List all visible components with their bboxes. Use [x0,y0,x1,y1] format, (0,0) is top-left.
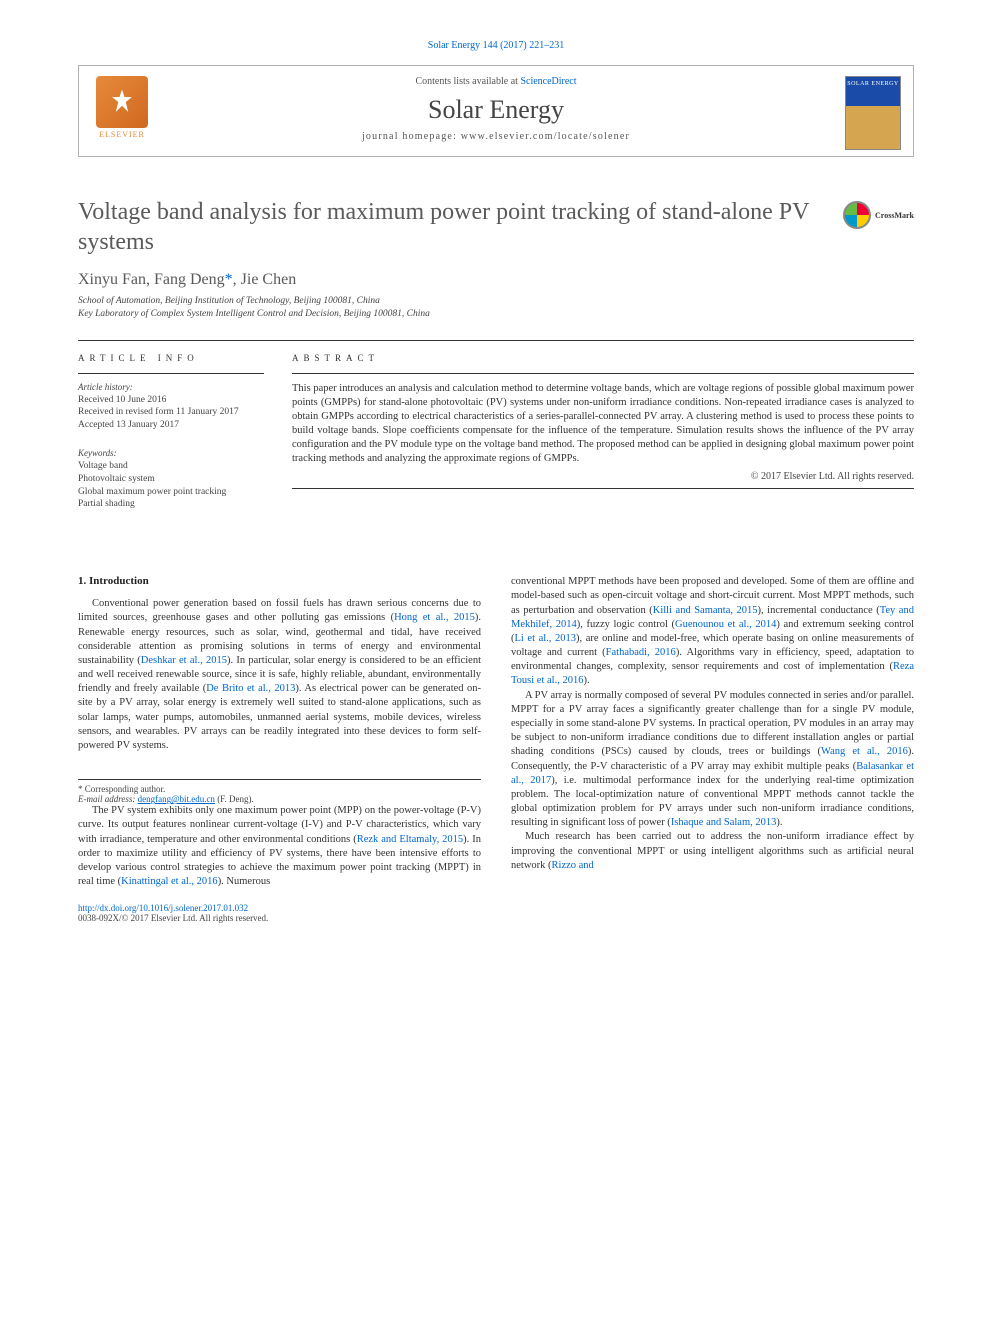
citation-link[interactable]: Deshkar et al., 2015 [141,655,227,666]
elsevier-label: ELSEVIER [99,130,145,139]
citation-link[interactable]: Kinattingal et al., 2016 [121,876,218,887]
citation-link[interactable]: Killi and Samanta, 2015 [653,605,758,616]
body-text: ), fuzzy logic control ( [577,619,675,630]
rule-info [78,373,264,374]
email-label: E-mail address: [78,794,135,804]
journal-cover-thumb[interactable]: SOLAR ENERGY [845,76,901,150]
cover-title: SOLAR ENERGY [847,81,899,87]
elsevier-logo[interactable]: ELSEVIER [91,76,153,146]
publisher-block: ELSEVIER SOLAR ENERGY Contents lists ava… [78,65,914,157]
sciencedirect-link[interactable]: ScienceDirect [520,76,576,87]
keyword-2: Photovoltaic system [78,473,264,486]
citation-link[interactable]: Fathabadi, 2016 [606,647,676,658]
section-heading-intro: 1. Introduction [78,575,481,587]
citation-link[interactable]: Rezk and Eltamaly, 2015 [357,834,463,845]
citation-link[interactable]: Wang et al., 2016 [821,746,908,757]
article-info-column: ARTICLE INFO Article history: Received 1… [78,353,264,528]
keyword-4: Partial shading [78,498,264,511]
authors-part1: Xinyu Fan, Fang Deng [78,271,225,288]
para-2: conventional MPPT methods have been prop… [511,575,914,688]
citation-link[interactable]: Rizzo and [552,860,594,871]
para: Much research has been carried out to ad… [511,830,914,873]
citation-link[interactable]: De Brito et al., 2013 [206,683,295,694]
meta-row: ARTICLE INFO Article history: Received 1… [78,341,914,542]
body-columns: 1. Introduction Conventional power gener… [78,575,914,889]
para-1: Conventional power generation based on f… [78,597,481,753]
crossmark-badge[interactable]: CrossMark [843,201,914,229]
article-info-heading: ARTICLE INFO [78,353,264,363]
journal-homepage: journal homepage: www.elsevier.com/locat… [95,131,897,142]
para: The PV system exhibits only one maximum … [78,804,481,889]
history-3: Accepted 13 January 2017 [78,419,264,432]
citation-link[interactable]: Guenounou et al., 2014 [675,619,776,630]
affiliations: School of Automation, Beijing Institutio… [78,295,914,322]
body-text: ). Numerous [218,876,271,887]
rule-abstract-bottom [292,488,914,489]
abstract-text: This paper introduces an analysis and ca… [292,382,914,467]
history-2: Received in revised form 11 January 2017 [78,406,264,419]
history-label: Article history: [78,382,264,392]
corr-label: * Corresponding author. [78,784,481,794]
elsevier-tree-icon [96,76,148,128]
authors-line: Xinyu Fan, Fang Deng*, Jie Chen [78,271,914,289]
keywords-label: Keywords: [78,448,264,458]
body-text: ). [583,675,589,686]
para: A PV array is normally composed of sever… [511,689,914,831]
body-text: ). [776,817,782,828]
corresponding-footer: * Corresponding author. E-mail address: … [78,779,481,804]
citation-link[interactable]: Ishaque and Salam, 2013 [671,817,777,828]
doi-link[interactable]: http://dx.doi.org/10.1016/j.solener.2017… [78,903,914,913]
page-header-reference: Solar Energy 144 (2017) 221–231 [78,40,914,51]
rule-abstract-top [292,373,914,374]
corr-email-who: (F. Deng). [217,794,254,804]
issn-line: 0038-092X/© 2017 Elsevier Ltd. All right… [78,913,914,923]
body-col-left: 1. Introduction Conventional power gener… [78,575,481,889]
authors-part2: , Jie Chen [233,271,297,288]
citation-link[interactable]: Hong et al., 2015 [394,612,475,623]
abstract-column: ABSTRACT This paper introduces an analys… [292,353,914,528]
keyword-3: Global maximum power point tracking [78,486,264,499]
crossmark-icon [843,201,871,229]
affiliation-2: Key Laboratory of Complex System Intelli… [78,308,914,321]
body-col-right: conventional MPPT methods have been prop… [511,575,914,889]
contents-line: Contents lists available at ScienceDirec… [95,76,897,87]
journal-name: Solar Energy [95,95,897,125]
history-1: Received 10 June 2016 [78,394,264,407]
abstract-heading: ABSTRACT [292,353,914,363]
corresponding-marker: * [225,271,233,288]
crossmark-label: CrossMark [875,211,914,220]
abstract-copyright: © 2017 Elsevier Ltd. All rights reserved… [292,471,914,482]
body-text: ), incremental conductance ( [758,605,880,616]
corr-email-link[interactable]: dengfang@bit.edu.cn [138,794,215,804]
affiliation-1: School of Automation, Beijing Institutio… [78,295,914,308]
title-row: Voltage band analysis for maximum power … [78,197,914,257]
keyword-1: Voltage band [78,460,264,473]
contents-prefix: Contents lists available at [415,76,520,87]
article-title: Voltage band analysis for maximum power … [78,197,831,257]
citation-link[interactable]: Li et al., 2013 [515,633,577,644]
